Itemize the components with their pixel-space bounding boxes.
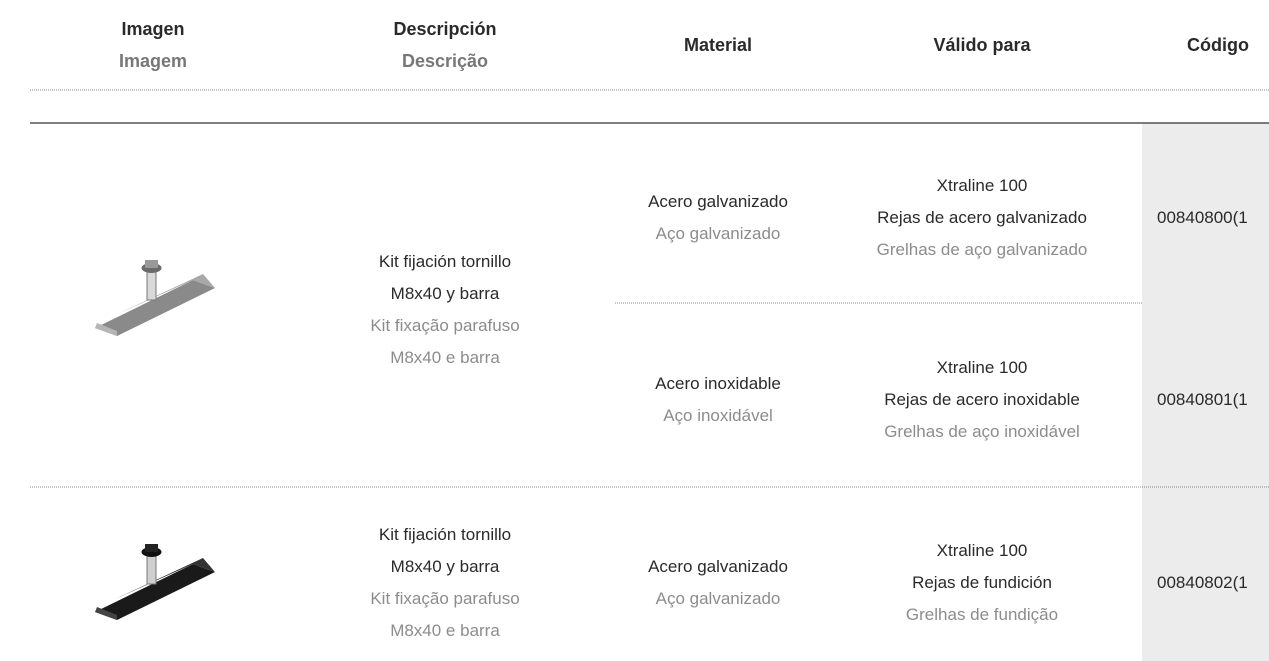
valid-for: Xtraline 100 [936, 541, 1028, 560]
column-header: Material [683, 35, 753, 55]
valid-for: Rejas de acero galvanizado [877, 208, 1087, 227]
column-header: Descrição [401, 51, 489, 71]
description: Kit fixação parafuso [370, 589, 520, 608]
product-code: 00840801(1 [1157, 390, 1248, 409]
material: Acero inoxidable [655, 374, 781, 393]
code-column-bg [1142, 123, 1269, 661]
description: Kit fijación tornillo [378, 252, 512, 271]
description: M8x40 y barra [390, 284, 500, 303]
valid-for: Grelhas de fundição [905, 605, 1059, 624]
valid-for: Grelhas de aço galvanizado [876, 240, 1088, 259]
description: M8x40 e barra [390, 621, 500, 640]
product-code: 00840802(1 [1157, 573, 1248, 592]
material: Aço inoxidável [663, 406, 773, 425]
description: M8x40 y barra [390, 557, 500, 576]
column-header: Imagen [121, 19, 185, 39]
valid-for: Xtraline 100 [936, 358, 1028, 377]
column-header: Válido para [933, 35, 1031, 55]
material: Acero galvanizado [648, 557, 788, 576]
valid-for: Xtraline 100 [936, 176, 1028, 195]
material: Aço galvanizado [655, 589, 781, 608]
product-image [95, 260, 215, 336]
product-code: 00840800(1 [1157, 208, 1248, 227]
description: Kit fijación tornillo [378, 525, 512, 544]
description: M8x40 e barra [390, 348, 500, 367]
column-header: Descripción [393, 19, 497, 39]
product-image [95, 544, 215, 620]
material: Aço galvanizado [655, 224, 781, 243]
material: Acero galvanizado [648, 192, 788, 211]
column-header: Código [1187, 35, 1249, 55]
valid-for: Rejas de fundición [912, 573, 1052, 592]
description: Kit fixação parafuso [370, 316, 520, 335]
column-header: Imagem [118, 51, 188, 71]
valid-for: Grelhas de aço inoxidável [884, 422, 1080, 441]
valid-for: Rejas de acero inoxidable [884, 390, 1080, 409]
